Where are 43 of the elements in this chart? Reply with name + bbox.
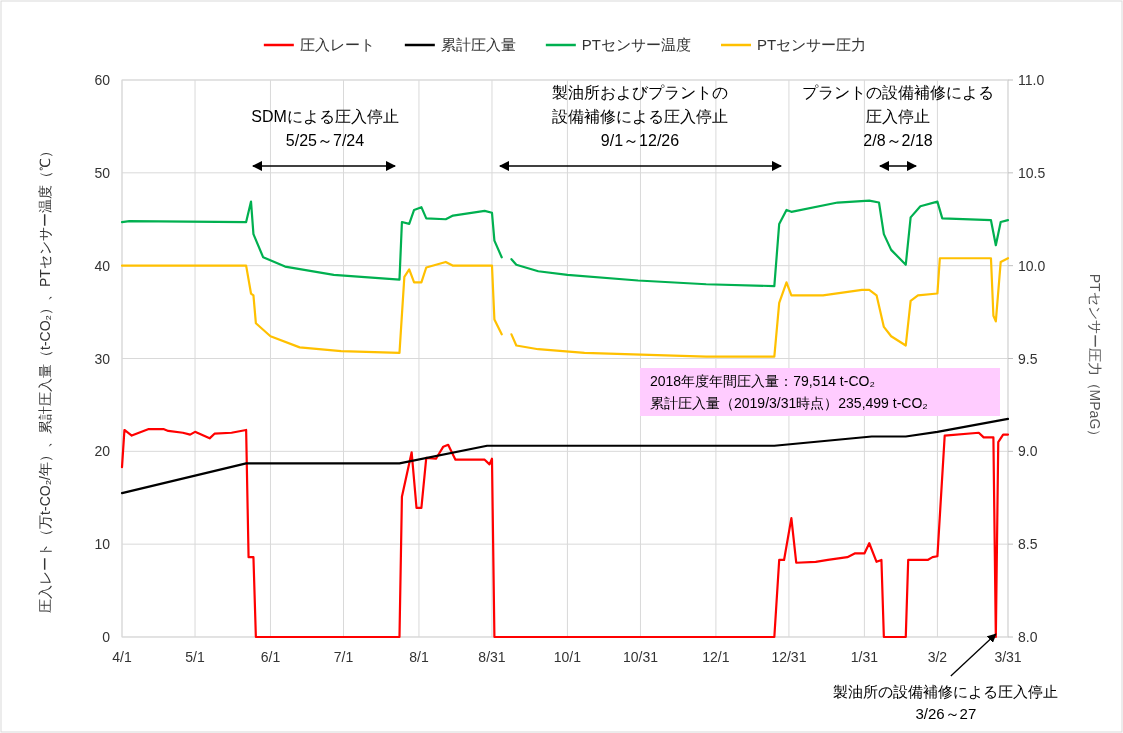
annotation: 製油所の設備補修による圧入停止 3/26～27 xyxy=(833,683,1059,722)
y2-tick-label: 9.0 xyxy=(1018,443,1038,460)
y-tick-label: 20 xyxy=(94,443,111,460)
x-tick-label: 8/1 xyxy=(409,649,429,665)
line-series xyxy=(120,200,503,281)
y2-tick-label: 11.0 xyxy=(1018,72,1045,88)
y-tick-label: 50 xyxy=(94,164,111,181)
y-tick-label: 0 xyxy=(102,629,111,645)
x-tick-label: 4/1 xyxy=(112,649,132,665)
y-tick-label: 60 xyxy=(94,72,111,88)
x-tick-label: 5/1 xyxy=(185,649,205,665)
line-series xyxy=(120,417,1010,495)
x-tick-label: 12/31 xyxy=(771,649,807,665)
y-tick-label: 40 xyxy=(94,257,111,274)
line-series xyxy=(510,257,1010,358)
legend-label: 圧入レート xyxy=(299,36,375,53)
line-series xyxy=(510,199,1010,288)
y2-tick-label: 10.5 xyxy=(1018,164,1046,181)
y2-axis-title: PTセンサー圧力（MPaG） xyxy=(1087,273,1103,444)
x-tick-label: 12/1 xyxy=(702,649,730,665)
y2-tick-label: 9.5 xyxy=(1018,350,1038,367)
y-tick-label: 30 xyxy=(94,350,111,367)
annotation: プラントの設備補修による圧入停止 2/8～2/18 xyxy=(802,84,994,149)
y-axis-title: 圧入レート（万t-CO₂/年）、累計圧入量（t-CO₂）、PTセンサー温度（℃） xyxy=(37,144,53,613)
annotation: 製油所およびプラントの設備補修による圧入停止 9/1～12/26 xyxy=(552,84,728,149)
legend-label: PTセンサー温度 xyxy=(581,36,691,53)
x-tick-label: 1/31 xyxy=(850,649,879,665)
y2-tick-label: 8.5 xyxy=(1018,536,1038,553)
x-tick-label: 3/31 xyxy=(994,649,1022,665)
y-tick-label: 10 xyxy=(94,536,111,553)
legend-label: 累計圧入量 xyxy=(440,36,516,53)
y2-tick-label: 10.0 xyxy=(1018,257,1046,274)
legend-label: PTセンサー圧力 xyxy=(757,36,867,53)
line-series xyxy=(120,260,503,355)
x-tick-label: 8/31 xyxy=(478,649,506,665)
y2-tick-label: 8.0 xyxy=(1018,629,1038,645)
x-tick-label: 10/1 xyxy=(553,649,582,665)
x-tick-label: 7/1 xyxy=(333,649,354,665)
annotation: SDMによる圧入停止 5/25～7/24 xyxy=(251,108,399,149)
x-tick-label: 3/2 xyxy=(927,649,948,665)
x-tick-label: 10/31 xyxy=(622,649,659,665)
x-tick-label: 6/1 xyxy=(260,649,281,665)
annotation: 2018年度年間圧入量：79,514 t-CO₂ 累計圧入量（2019/3/31時点）235,499 t-CO₂ xyxy=(650,373,928,411)
